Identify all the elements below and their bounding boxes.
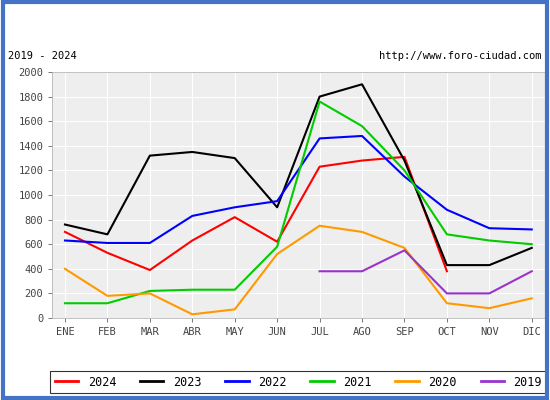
- 2020: [359, 230, 365, 234]
- 2023: [401, 158, 408, 163]
- 2020: [62, 266, 68, 271]
- 2021: [401, 168, 408, 173]
- 2019: [359, 269, 365, 274]
- 2024: [401, 154, 408, 159]
- 2023: [189, 150, 196, 154]
- 2023: [316, 94, 323, 99]
- 2020: [444, 301, 450, 306]
- 2024: [146, 268, 153, 272]
- 2019: [529, 269, 535, 274]
- 2023: [486, 263, 493, 268]
- 2023: [359, 82, 365, 87]
- Line: 2022: 2022: [65, 136, 532, 243]
- 2020: [316, 223, 323, 228]
- 2021: [62, 301, 68, 306]
- 2020: [232, 307, 238, 312]
- 2023: [444, 263, 450, 268]
- 2022: [444, 207, 450, 212]
- 2021: [529, 242, 535, 246]
- 2021: [274, 244, 280, 249]
- 2022: [62, 238, 68, 243]
- Text: 2019 - 2024: 2019 - 2024: [8, 51, 77, 61]
- 2020: [529, 296, 535, 301]
- 2022: [232, 205, 238, 210]
- 2024: [274, 239, 280, 244]
- 2022: [486, 226, 493, 231]
- 2022: [529, 227, 535, 232]
- 2023: [232, 156, 238, 160]
- 2021: [146, 288, 153, 293]
- 2024: [359, 158, 365, 163]
- 2023: [104, 232, 111, 237]
- 2023: [62, 222, 68, 227]
- 2022: [146, 240, 153, 245]
- 2024: [232, 215, 238, 220]
- 2023: [274, 205, 280, 210]
- 2022: [104, 240, 111, 245]
- 2020: [146, 291, 153, 296]
- 2024: [62, 230, 68, 234]
- 2021: [359, 124, 365, 128]
- Legend: 2024, 2023, 2022, 2021, 2020, 2019: 2024, 2023, 2022, 2021, 2020, 2019: [50, 371, 547, 393]
- Line: 2019: 2019: [320, 250, 532, 294]
- 2024: [316, 164, 323, 169]
- Text: http://www.foro-ciudad.com: http://www.foro-ciudad.com: [379, 51, 542, 61]
- 2024: [189, 238, 196, 243]
- Line: 2020: 2020: [65, 226, 532, 314]
- 2021: [104, 301, 111, 306]
- Line: 2021: 2021: [65, 102, 532, 303]
- 2020: [104, 294, 111, 298]
- 2019: [444, 291, 450, 296]
- 2020: [486, 306, 493, 310]
- 2022: [359, 134, 365, 138]
- Line: 2023: 2023: [65, 84, 532, 265]
- 2024: [444, 269, 450, 274]
- 2023: [529, 246, 535, 250]
- 2021: [444, 232, 450, 237]
- 2021: [189, 287, 196, 292]
- Line: 2024: 2024: [65, 157, 447, 271]
- 2022: [316, 136, 323, 141]
- 2019: [401, 248, 408, 253]
- 2022: [401, 174, 408, 179]
- 2022: [189, 214, 196, 218]
- 2022: [274, 199, 280, 204]
- 2020: [189, 312, 196, 317]
- 2019: [316, 269, 323, 274]
- 2020: [401, 246, 408, 250]
- 2019: [486, 291, 493, 296]
- 2024: [104, 250, 111, 255]
- 2023: [146, 153, 153, 158]
- 2020: [274, 252, 280, 256]
- 2021: [486, 238, 493, 243]
- Text: Evolucion Nº Turistas Nacionales en el municipio de Muñana: Evolucion Nº Turistas Nacionales en el m…: [21, 16, 529, 30]
- 2021: [316, 99, 323, 104]
- 2021: [232, 287, 238, 292]
